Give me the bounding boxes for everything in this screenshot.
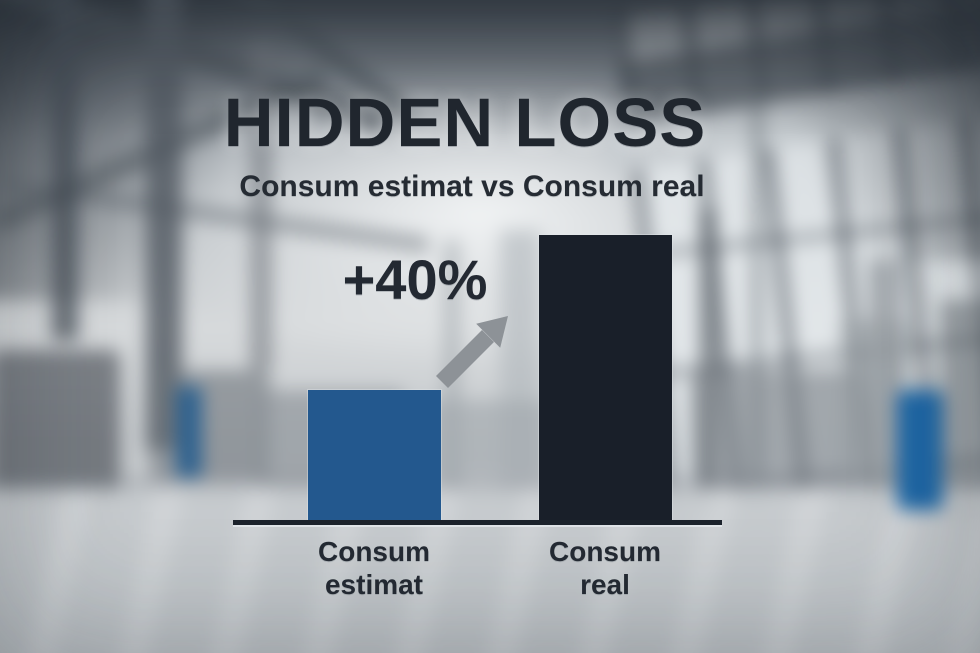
bar-consum-estimat (308, 390, 441, 521)
bg-blue-cabinet (176, 386, 202, 478)
bg-machine-silhouette (940, 300, 980, 520)
bg-floor-reflections (0, 488, 980, 653)
bg-blue-barrel (897, 390, 943, 510)
bg-column (250, 40, 272, 370)
increase-arrow-icon (435, 316, 508, 389)
increase-annotation: +40% (342, 248, 488, 311)
category-label-consum-estimat: Consum estimat (318, 536, 430, 600)
bar-consum-real (539, 235, 672, 521)
bg-pipe (752, 90, 762, 510)
category-label-consum-real: Consum real (549, 536, 661, 600)
chart-subtitle: Consum estimat vs Consum real (239, 170, 705, 203)
bg-column (52, 0, 78, 340)
bg-machine-silhouette (420, 400, 550, 475)
bg-floor (0, 488, 980, 653)
bg-machine-silhouette (0, 350, 120, 500)
bg-machine-silhouette (690, 370, 860, 490)
bg-machine-silhouette (150, 370, 270, 480)
x-axis-baseline (233, 520, 722, 525)
chart-title: HIDDEN LOSS (223, 84, 707, 161)
